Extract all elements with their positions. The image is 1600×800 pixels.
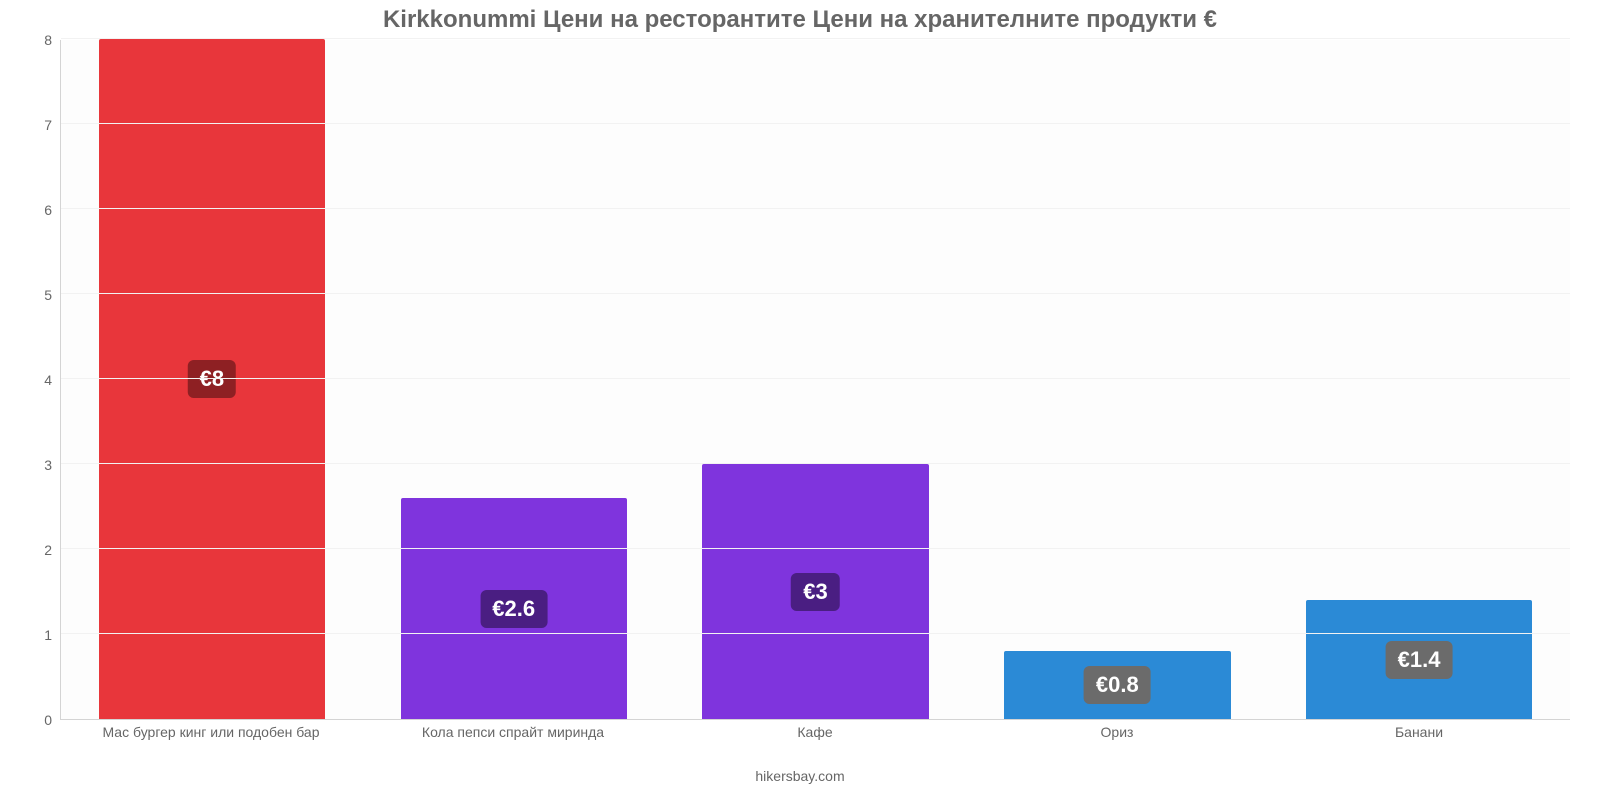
y-tick-label: 0: [12, 712, 52, 728]
value-badge: €8: [188, 360, 236, 398]
y-tick-label: 7: [12, 117, 52, 133]
gridline: [61, 378, 1570, 379]
gridline: [61, 208, 1570, 209]
bar-slot: €8: [61, 40, 363, 719]
y-tick-label: 8: [12, 32, 52, 48]
x-tick-label: Банани: [1395, 724, 1443, 740]
gridline: [61, 38, 1570, 39]
x-tick-label: Кафе: [797, 724, 832, 740]
gridline: [61, 123, 1570, 124]
gridline: [61, 633, 1570, 634]
value-badge: €2.6: [480, 590, 547, 628]
x-tick-label: Мас бургер кинг или подобен бар: [102, 724, 319, 740]
chart-title: Kirkkonummi Цени на ресторантите Цени на…: [0, 6, 1600, 34]
x-tick-label: Ориз: [1101, 724, 1134, 740]
plot-area: €8 €2.6 €3 €0.8 €1.4: [60, 40, 1570, 720]
bar-slot: €1.4: [1268, 40, 1570, 719]
gridline: [61, 548, 1570, 549]
y-tick-label: 2: [12, 542, 52, 558]
bar-slot: €2.6: [363, 40, 665, 719]
bar-slot: €0.8: [966, 40, 1268, 719]
bars-container: €8 €2.6 €3 €0.8 €1.4: [61, 40, 1570, 719]
y-tick-label: 5: [12, 287, 52, 303]
y-tick-label: 6: [12, 202, 52, 218]
value-badge: €1.4: [1386, 641, 1453, 679]
y-tick-label: 1: [12, 627, 52, 643]
gridline: [61, 293, 1570, 294]
x-tick-label: Кола пепси спрайт миринда: [422, 724, 604, 740]
value-badge: €0.8: [1084, 666, 1151, 704]
y-tick-label: 3: [12, 457, 52, 473]
gridline: [61, 463, 1570, 464]
attribution-text: hikersbay.com: [0, 768, 1600, 784]
price-bar-chart: Kirkkonummi Цени на ресторантите Цени на…: [0, 0, 1600, 800]
bar-slot: €3: [665, 40, 967, 719]
value-badge: €3: [791, 573, 839, 611]
y-tick-label: 4: [12, 372, 52, 388]
